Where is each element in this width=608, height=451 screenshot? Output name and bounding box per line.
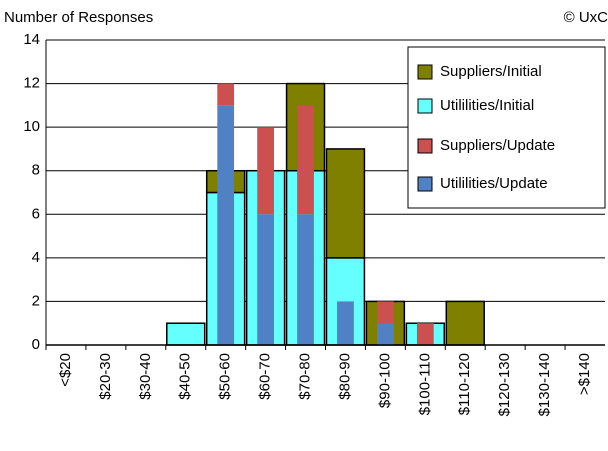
bar — [377, 323, 394, 345]
legend-swatch — [417, 64, 433, 80]
legend-swatch — [417, 98, 433, 114]
bar — [257, 127, 274, 215]
x-tick-label: $50-60 — [217, 353, 234, 400]
x-tick-label: >$140 — [576, 353, 593, 395]
y-tick-label: 10 — [23, 118, 40, 135]
x-tick-label: $110-120 — [456, 353, 473, 415]
y-tick-label: 4 — [32, 249, 40, 266]
bar — [217, 83, 235, 106]
y-tick-label: 6 — [32, 205, 40, 222]
legend-swatch — [417, 138, 433, 154]
bar — [325, 148, 366, 259]
x-tick-label: $120-130 — [496, 353, 513, 416]
legend-label: Utililities/Update — [440, 175, 548, 192]
chart-title: Number of Responses — [4, 9, 153, 26]
y-tick-label: 14 — [23, 31, 40, 48]
x-tick-label: $70-80 — [297, 353, 314, 400]
x-tick-label: $100-110 — [416, 353, 433, 415]
x-tick-label: $90-100 — [376, 353, 393, 408]
x-tick-label: $130-140 — [536, 353, 553, 416]
legend-box — [407, 46, 606, 209]
x-tick-label: $20-30 — [97, 353, 114, 400]
bar — [257, 214, 274, 345]
copyright: © UxC — [564, 9, 608, 26]
legend-label: Suppliers/Update — [440, 137, 555, 154]
y-tick-label: 12 — [23, 75, 40, 92]
y-tick-label: 8 — [32, 162, 40, 179]
legend-swatch — [417, 176, 433, 192]
legend-label: Utililities/Initial — [440, 97, 534, 114]
x-tick-label: <$20 — [57, 353, 74, 387]
x-tick-label: $80-90 — [336, 353, 353, 400]
x-tick-label: $40-50 — [177, 353, 194, 400]
bar — [337, 301, 354, 345]
legend-label: Suppliers/Initial — [440, 63, 542, 80]
x-tick-label: $60-70 — [257, 353, 274, 400]
bar — [445, 300, 485, 346]
bar — [166, 322, 206, 346]
y-tick-label: 0 — [32, 336, 40, 353]
y-tick-label: 2 — [32, 292, 40, 309]
bar — [416, 323, 434, 345]
bar — [297, 214, 314, 345]
bar — [217, 105, 235, 345]
x-tick-label: $30-40 — [137, 353, 154, 400]
bar — [297, 105, 314, 215]
bar — [377, 301, 394, 324]
